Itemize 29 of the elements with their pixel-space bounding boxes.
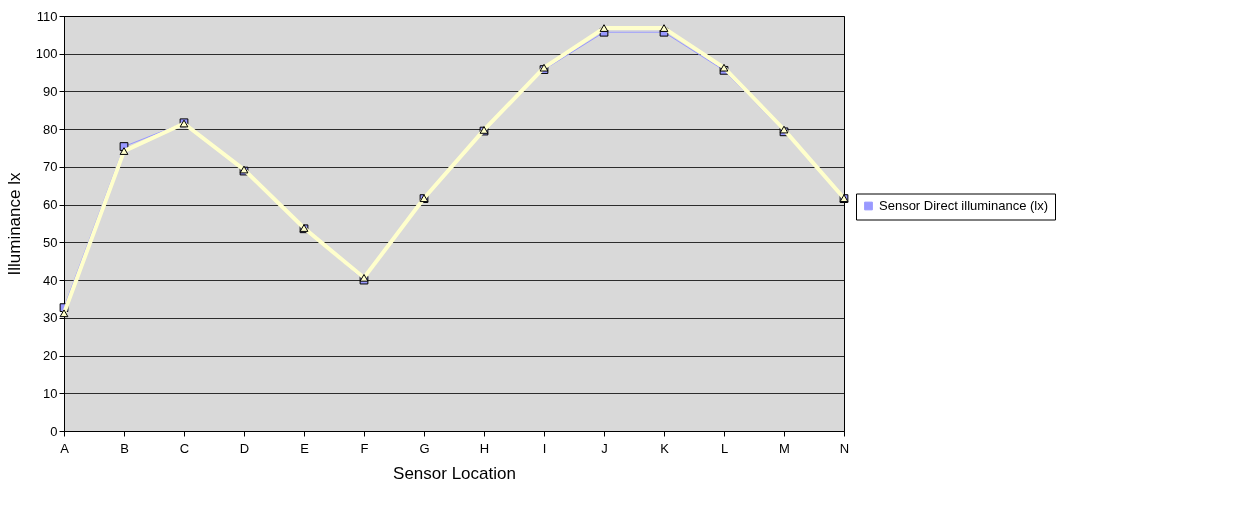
x-tick-label: G <box>419 440 430 456</box>
x-tick-label: I <box>542 440 547 456</box>
x-tick-label: E <box>300 440 310 456</box>
y-tick-label: 10 <box>43 385 58 401</box>
x-tick-label: D <box>239 440 250 456</box>
y-tick-label: 80 <box>43 121 58 137</box>
y-tick-label: 20 <box>43 348 58 364</box>
y-tick-label: 40 <box>43 272 58 288</box>
y-tick-label: 100 <box>35 46 58 62</box>
y-tick-label: 30 <box>43 310 58 326</box>
x-tick-label: N <box>839 440 850 456</box>
x-tick-label: M <box>779 440 790 456</box>
x-tick-label: F <box>360 440 369 456</box>
x-tick-label: B <box>120 440 129 456</box>
y-tick-label: 90 <box>43 83 58 99</box>
y-tick-label: 50 <box>43 234 58 250</box>
x-tick-label: J <box>601 440 608 456</box>
y-tick-label: 0 <box>50 423 58 439</box>
x-axis-title: Sensor Location <box>393 463 516 483</box>
x-tick-label: K <box>660 440 670 456</box>
y-tick-label: 60 <box>43 197 58 213</box>
legend-label: Sensor Direct illuminance (lx) <box>879 198 1049 213</box>
x-tick-label: H <box>479 440 490 456</box>
y-axis-title: Illuminance lx <box>4 172 24 276</box>
x-tick-label: L <box>720 440 729 456</box>
x-tick-label: A <box>60 440 70 456</box>
y-tick-label: 70 <box>43 159 58 175</box>
x-tick-label: C <box>179 440 190 456</box>
y-tick-label: 110 <box>36 8 58 24</box>
